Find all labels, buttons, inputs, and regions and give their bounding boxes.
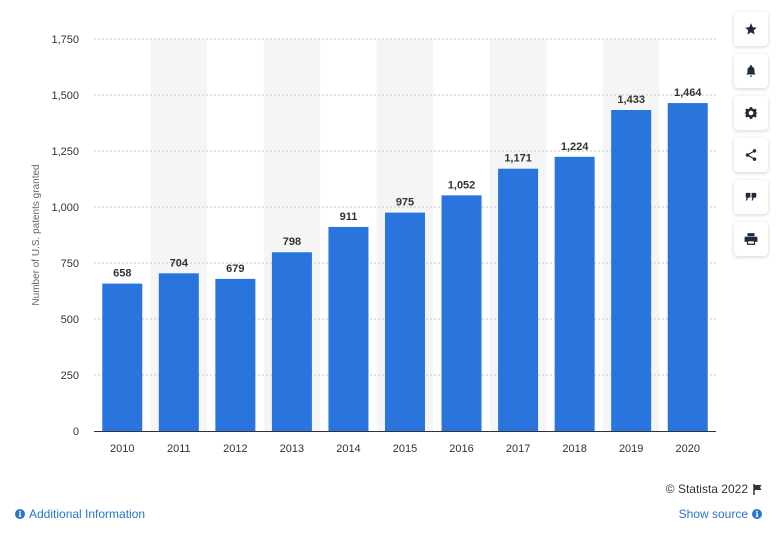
notification-button[interactable] bbox=[734, 54, 768, 88]
data-label: 1,171 bbox=[504, 153, 532, 165]
x-tick-label: 2010 bbox=[110, 443, 134, 455]
data-label: 1,224 bbox=[561, 141, 589, 153]
bell-icon bbox=[746, 65, 756, 77]
bar-chart: 0 250 500 750 1,000 1,250 1,500 1,750 658 704 679… bbox=[31, 34, 716, 455]
statista-credit[interactable]: © Statista 2022 bbox=[666, 482, 763, 496]
info-icon: i bbox=[752, 509, 762, 519]
bar[interactable] bbox=[385, 212, 425, 431]
x-tick-label: 2019 bbox=[619, 443, 643, 455]
bars bbox=[102, 103, 708, 432]
data-label: 679 bbox=[226, 263, 244, 275]
x-tick-label: 2012 bbox=[223, 443, 247, 455]
share-button[interactable] bbox=[734, 138, 768, 172]
quote-icon bbox=[745, 192, 757, 201]
bar[interactable] bbox=[611, 110, 652, 432]
y-tick-label: 250 bbox=[61, 370, 79, 382]
data-label: 1,052 bbox=[448, 179, 476, 191]
bar[interactable] bbox=[271, 252, 312, 431]
show-source-label: Show source bbox=[678, 507, 748, 521]
print-button[interactable] bbox=[734, 222, 768, 256]
settings-button[interactable] bbox=[734, 96, 768, 130]
x-tick-label: 2017 bbox=[506, 443, 530, 455]
print-icon bbox=[744, 233, 758, 245]
y-axis-label: Number of U.S. patents granted bbox=[31, 164, 42, 305]
show-source-link[interactable]: Show source i bbox=[679, 507, 762, 521]
bar[interactable] bbox=[102, 283, 143, 431]
data-label: 1,464 bbox=[674, 87, 702, 99]
y-tick-label: 1,000 bbox=[51, 202, 79, 214]
x-axis-ticks: 2010 2011 2012 2013 2014 2015 2016 2017 2018 2019… bbox=[110, 443, 700, 455]
data-labels: 658 704 679 798 911 975 1,052 1,171 1,224 1,433 1,… bbox=[113, 87, 702, 280]
additional-information-label: Additional Information bbox=[29, 507, 146, 521]
credit-text: © Statista 2022 bbox=[665, 482, 748, 496]
bar[interactable] bbox=[215, 278, 256, 431]
star-icon bbox=[745, 23, 757, 35]
data-label: 798 bbox=[283, 236, 301, 248]
bar[interactable] bbox=[328, 226, 369, 431]
cite-button[interactable] bbox=[734, 180, 768, 214]
x-tick-label: 2016 bbox=[449, 443, 473, 455]
info-icon: i bbox=[15, 509, 25, 519]
bar[interactable] bbox=[441, 195, 482, 431]
favorite-button[interactable] bbox=[734, 12, 768, 46]
data-label: 704 bbox=[170, 257, 189, 269]
x-tick-label: 2013 bbox=[280, 443, 304, 455]
share-icon bbox=[745, 149, 757, 161]
bar[interactable] bbox=[498, 168, 539, 432]
y-tick-label: 750 bbox=[61, 258, 79, 270]
x-tick-label: 2020 bbox=[675, 443, 699, 455]
side-toolbar bbox=[734, 12, 768, 264]
gear-icon bbox=[744, 107, 758, 119]
x-tick-label: 2018 bbox=[562, 443, 586, 455]
x-tick-label: 2014 bbox=[336, 443, 360, 455]
x-tick-label: 2015 bbox=[393, 443, 417, 455]
data-label: 911 bbox=[340, 211, 358, 223]
data-label: 1,433 bbox=[617, 94, 645, 106]
bar[interactable] bbox=[554, 156, 595, 431]
y-tick-label: 1,500 bbox=[51, 90, 79, 102]
additional-information-link[interactable]: i Additional Information bbox=[15, 507, 145, 521]
data-label: 658 bbox=[113, 268, 131, 280]
y-tick-label: 1,250 bbox=[51, 146, 79, 158]
y-tick-label: 1,750 bbox=[51, 34, 79, 46]
data-label: 975 bbox=[396, 197, 414, 209]
y-tick-label: 500 bbox=[61, 314, 79, 326]
bar[interactable] bbox=[158, 273, 199, 431]
x-tick-label: 2011 bbox=[167, 443, 191, 455]
flag-icon bbox=[753, 483, 762, 495]
bar[interactable] bbox=[667, 103, 708, 432]
y-tick-label: 0 bbox=[73, 426, 79, 438]
y-axis-ticks: 0 250 500 750 1,000 1,250 1,500 1,750 bbox=[51, 34, 79, 438]
